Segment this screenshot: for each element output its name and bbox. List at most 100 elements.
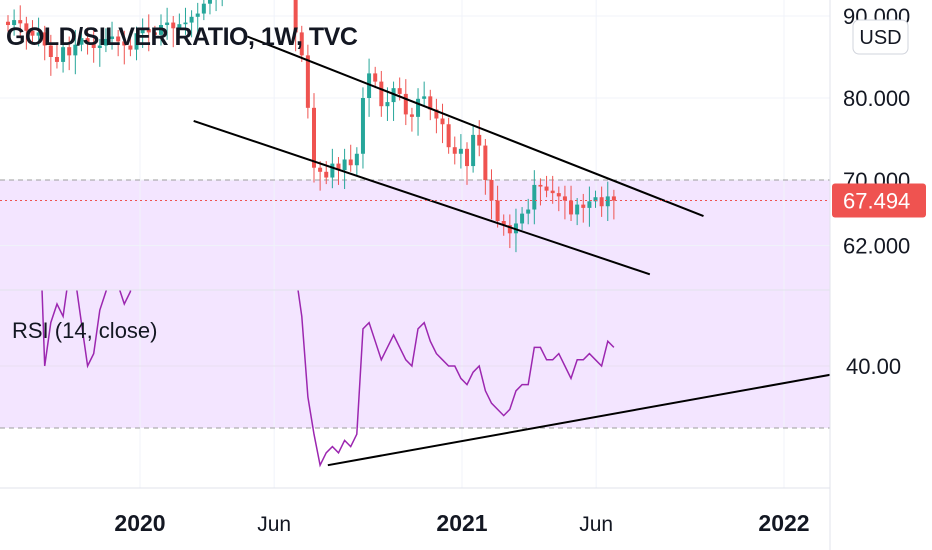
candle-body [360, 98, 365, 154]
candle-body [446, 124, 451, 148]
candle-body [293, 0, 298, 33]
candle-body [593, 197, 598, 202]
candle-body [581, 204, 586, 208]
candle-body [520, 213, 525, 224]
candle-body [538, 184, 543, 187]
candle-body [6, 21, 10, 26]
candle-body [605, 196, 610, 207]
rsi-line [41, 290, 615, 468]
candle-body [373, 73, 378, 82]
candle-body [342, 159, 347, 171]
price-tick-label: 80.000 [843, 86, 910, 111]
time-tick-label: 2022 [758, 510, 809, 536]
candle-body [24, 23, 29, 31]
candle-body [550, 190, 555, 194]
candle-body [403, 93, 408, 115]
last-price-label: 67.494 [843, 189, 910, 214]
candle-body [599, 197, 604, 207]
candle-body [348, 159, 353, 166]
candle-body [177, 24, 182, 29]
price-tick-label: 62.000 [843, 234, 910, 259]
candle-body [146, 29, 151, 33]
candle-body [397, 88, 402, 94]
candle-body [416, 98, 421, 117]
candle-body [73, 44, 78, 56]
candle-body [122, 41, 127, 46]
trendline-upper-channel[interactable] [246, 35, 704, 218]
candle-body [507, 225, 512, 234]
candle-body [67, 47, 72, 56]
candle-body [440, 118, 445, 125]
candle-body [379, 81, 384, 107]
candle-body [465, 148, 469, 167]
candle-body [556, 193, 561, 197]
candle-body [495, 200, 500, 221]
candle-body [526, 209, 531, 214]
candle-body [477, 134, 482, 146]
candle-body [336, 163, 341, 171]
candle-body [201, 3, 206, 14]
candle-body [48, 45, 53, 57]
rsi-tick-label: 40.00 [846, 354, 901, 379]
candle-body [501, 221, 506, 226]
candle-body [544, 186, 549, 191]
candle-body [97, 45, 102, 48]
rsi-title: RSI (14, close) [12, 318, 158, 343]
candle-body [324, 171, 329, 178]
candle-body [152, 32, 157, 35]
rsi-band [0, 180, 830, 428]
currency-label: USD [859, 27, 901, 49]
trendline-rsi-support[interactable] [327, 373, 838, 467]
time-tick-label: 2021 [436, 510, 487, 536]
candle-body [575, 204, 580, 215]
candle-body [159, 25, 163, 35]
candle-body [409, 114, 414, 117]
candle-body [128, 45, 133, 50]
candle-body [18, 20, 23, 24]
candle-body [12, 20, 17, 26]
time-tick-label: Jun [579, 513, 613, 536]
candle-body [110, 36, 115, 39]
candle-body [54, 57, 59, 62]
candle-body [61, 47, 66, 62]
candle-body [189, 16, 194, 23]
candle-body [116, 36, 121, 42]
candle-body [134, 33, 139, 50]
chart-title: GOLD/SILVER RATIO, 1W, TVC [6, 23, 358, 51]
candle-body [569, 200, 574, 215]
trendline-lower-channel[interactable] [193, 120, 651, 276]
candle-body [452, 147, 457, 154]
candle-body [36, 32, 41, 36]
time-tick-label: 2020 [114, 510, 165, 536]
candle-body [471, 134, 476, 167]
candle-body [183, 22, 188, 25]
candle-body [318, 167, 323, 172]
candle-body [385, 102, 390, 107]
candle-body [434, 109, 439, 119]
candle-body [103, 38, 108, 46]
candle-body [299, 32, 304, 56]
candle-body [30, 30, 35, 36]
candle-body [354, 153, 359, 166]
candle-body [422, 96, 427, 99]
candle-body [428, 96, 433, 110]
candle-body [42, 32, 47, 46]
candle-body [140, 29, 145, 34]
candle-body [305, 55, 310, 108]
candle-body [562, 196, 567, 201]
candle-body [91, 43, 96, 48]
candle-body [367, 73, 372, 98]
candle-body [195, 13, 200, 17]
candle-body [458, 148, 463, 154]
candle-body [165, 22, 170, 26]
last-price-badge [832, 183, 926, 218]
time-tick-label: Jun [257, 513, 291, 536]
candle-body [532, 184, 537, 210]
candle-body [207, 0, 212, 4]
candle-body [85, 38, 90, 44]
candle-body [312, 107, 316, 168]
candle-body [587, 201, 592, 208]
candle-body [483, 145, 488, 180]
currency-button[interactable] [852, 19, 909, 55]
